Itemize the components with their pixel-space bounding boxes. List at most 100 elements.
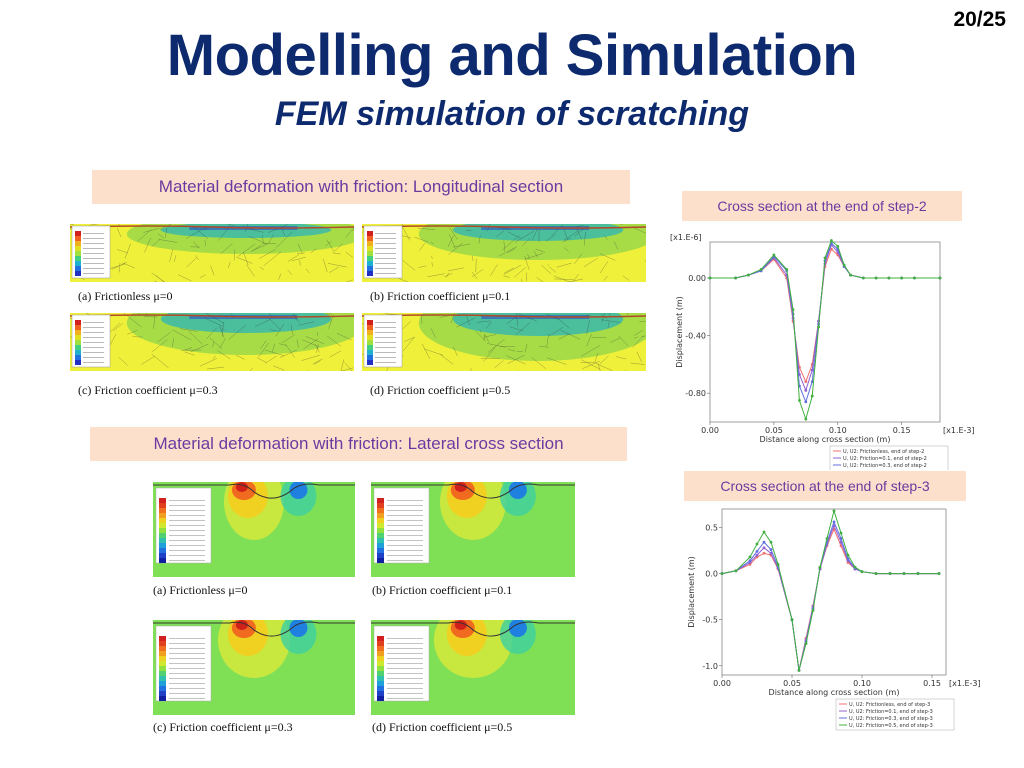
data-point — [832, 509, 836, 513]
lat-caption-b: (b) Friction coefficient μ=0.1 — [372, 583, 513, 597]
lat-caption-a: (a) Frictionless μ=0 — [153, 583, 248, 597]
data-point — [817, 325, 821, 329]
data-point — [762, 540, 766, 544]
data-point — [798, 399, 801, 402]
data-point — [755, 553, 759, 557]
data-point — [888, 572, 892, 575]
data-point — [811, 609, 815, 612]
chart2-title: Cross section at the end of step-3 — [684, 471, 966, 501]
x-scale-label: [x1.E-3] — [949, 679, 981, 688]
data-point — [804, 417, 808, 421]
lateral-panel-c — [153, 620, 355, 715]
data-point — [829, 239, 833, 242]
data-point — [720, 572, 724, 575]
legend-entry: U, U2: Frictionless, end of step-2 — [843, 449, 924, 455]
page-number: 20/25 — [953, 8, 1006, 31]
y-scale-label: [x1.E-6] — [670, 233, 702, 242]
data-point — [755, 542, 759, 546]
mesh-panel-c — [70, 313, 354, 371]
y-axis-label: Displacement (m) — [675, 296, 684, 368]
data-point — [762, 546, 766, 550]
data-point — [887, 276, 891, 280]
data-point — [734, 276, 737, 280]
data-point — [902, 572, 906, 575]
mesh-panel-d — [362, 313, 646, 371]
x-tick-label: 0.00 — [701, 426, 719, 435]
data-point — [818, 565, 822, 569]
x-scale-label: [x1.E-3] — [943, 426, 975, 435]
data-point — [839, 531, 843, 535]
mesh-panel-b — [362, 224, 646, 282]
data-point — [832, 520, 836, 524]
data-point — [849, 273, 852, 277]
data-point — [708, 276, 712, 280]
chart-step-3: 0.00 0.05 0.10 0.15 0.5 0.0 -0.5 -1.0 Distance a… — [687, 508, 981, 731]
data-point — [769, 548, 773, 551]
x-tick-label: 0.10 — [829, 426, 847, 435]
x-tick-label: 0.05 — [765, 426, 783, 435]
data-point — [755, 550, 759, 553]
legend-entry: U, U2: Friction=0.3, end of step-3 — [849, 716, 933, 722]
data-point — [874, 276, 878, 280]
data-point — [916, 572, 920, 575]
data-point — [746, 273, 750, 277]
legend-entry: U, U2: Friction=0.5, end of step-3 — [849, 723, 933, 729]
y-tick-label: 0.0 — [705, 570, 718, 579]
y-tick-label: -0.5 — [702, 616, 718, 625]
data-point — [804, 400, 808, 404]
y-tick-label: -0.40 — [685, 332, 706, 341]
data-point — [804, 380, 808, 384]
data-point — [791, 308, 795, 312]
x-axis-label: Distance along cross section (m) — [769, 688, 900, 697]
lat-caption-d: (d) Friction coefficient μ=0.5 — [372, 720, 513, 734]
legend — [835, 698, 955, 731]
data-point — [874, 572, 878, 575]
data-point — [938, 276, 942, 280]
slide-title: Modelling and Simulation — [166, 23, 858, 88]
x-tick-label: 0.05 — [783, 679, 801, 688]
legend — [829, 445, 949, 470]
plot-area — [721, 508, 947, 676]
lateral-header: Material deformation with friction: Late… — [90, 427, 627, 461]
data-point — [762, 530, 766, 534]
data-point — [913, 276, 916, 280]
data-point — [785, 267, 789, 271]
data-point — [810, 394, 814, 398]
data-point — [810, 380, 814, 384]
mesh-panel-a — [70, 224, 354, 282]
y-tick-label: -0.80 — [685, 389, 706, 398]
slide-subtitle: FEM simulation of scratching — [274, 95, 750, 133]
x-tick-label: 0.00 — [713, 679, 731, 688]
y-tick-label: 0.5 — [705, 523, 718, 532]
chart1-title: Cross section at the end of step-2 — [682, 191, 962, 221]
data-point — [772, 253, 776, 257]
data-point — [769, 551, 773, 555]
plot-area — [709, 241, 941, 423]
data-point — [839, 537, 843, 540]
data-point — [776, 562, 780, 566]
y-tick-label: -1.0 — [702, 662, 718, 671]
long-caption-c: (c) Friction coefficient μ=0.3 — [78, 383, 218, 397]
data-point — [804, 642, 808, 646]
legend-entry: U, U2: Friction=0.1, end of step-2 — [843, 456, 927, 462]
data-point — [804, 388, 808, 392]
x-tick-label: 0.15 — [923, 679, 941, 688]
data-point — [836, 244, 840, 248]
legend-entry: U, U2: Frictionless, end of step-3 — [849, 702, 930, 708]
series-line — [710, 239, 940, 421]
data-point — [790, 618, 794, 622]
y-tick-label: 0.00 — [688, 274, 706, 283]
legend-entry: U, U2: Friction=0.3, end of step-2 — [843, 463, 927, 469]
lateral-panel-b — [371, 482, 575, 577]
x-tick-label: 0.15 — [893, 426, 911, 435]
data-point — [860, 570, 864, 574]
legend-entry: U, U2: Friction=0.1, end of step-3 — [849, 709, 933, 715]
x-tick-label: 0.10 — [853, 679, 871, 688]
data-point — [861, 276, 865, 280]
lateral-panel-a — [153, 482, 355, 577]
data-point — [937, 572, 941, 575]
long-caption-d: (d) Friction coefficient μ=0.5 — [370, 383, 511, 397]
data-point — [823, 256, 827, 260]
lat-caption-c: (c) Friction coefficient μ=0.3 — [153, 720, 293, 734]
data-point — [842, 263, 846, 267]
